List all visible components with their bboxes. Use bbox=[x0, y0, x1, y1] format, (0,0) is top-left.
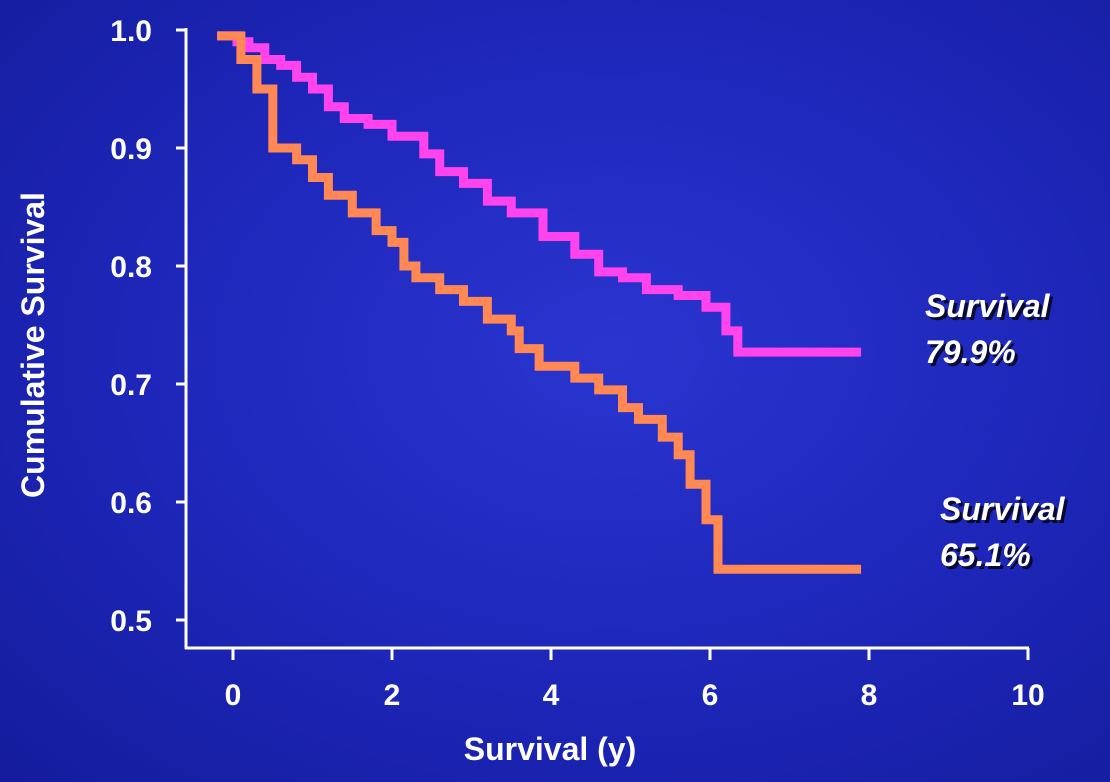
axes: 1.0 0.9 0.8 0.7 0.6 0.5 0 2 4 6 8 10 Survival (y) Cum… bbox=[15, 15, 1045, 767]
x-tick-label: 6 bbox=[702, 679, 719, 712]
y-axis-title: Cumulative Survival bbox=[15, 192, 51, 498]
y-tick-label: 1.0 bbox=[110, 15, 152, 48]
annotation-label: 65.1% bbox=[940, 537, 1031, 573]
x-tick-label: 10 bbox=[1011, 679, 1044, 712]
annotation-label: 79.9% bbox=[925, 334, 1016, 370]
x-tick-label: 0 bbox=[225, 679, 242, 712]
annotation-shadow: Survival bbox=[928, 291, 1054, 327]
x-tick-label: 4 bbox=[543, 679, 560, 712]
annotation-label: Survival bbox=[940, 491, 1066, 527]
annotation-shadow: Survival bbox=[943, 494, 1069, 530]
series-line-2 bbox=[217, 31, 862, 574]
y-tick-label: 0.5 bbox=[110, 605, 152, 638]
y-tick-label: 0.9 bbox=[110, 133, 152, 166]
x-tick-label: 2 bbox=[384, 679, 401, 712]
annotation-shadow: 65.1% bbox=[943, 540, 1034, 576]
annotations-layer: SurvivalSurvival79.9%79.9%SurvivalSurviv… bbox=[925, 288, 1069, 576]
y-tick-label: 0.7 bbox=[110, 369, 152, 402]
y-tick-label: 0.6 bbox=[110, 487, 152, 520]
y-tick-label: 0.8 bbox=[110, 251, 152, 284]
series-layer bbox=[217, 31, 862, 574]
annotation-shadow: 79.9% bbox=[928, 337, 1019, 373]
series-line-1 bbox=[217, 31, 862, 357]
annotation-label: Survival bbox=[925, 288, 1051, 324]
x-axis-title: Survival (y) bbox=[464, 731, 637, 767]
x-tick-label: 8 bbox=[861, 679, 878, 712]
